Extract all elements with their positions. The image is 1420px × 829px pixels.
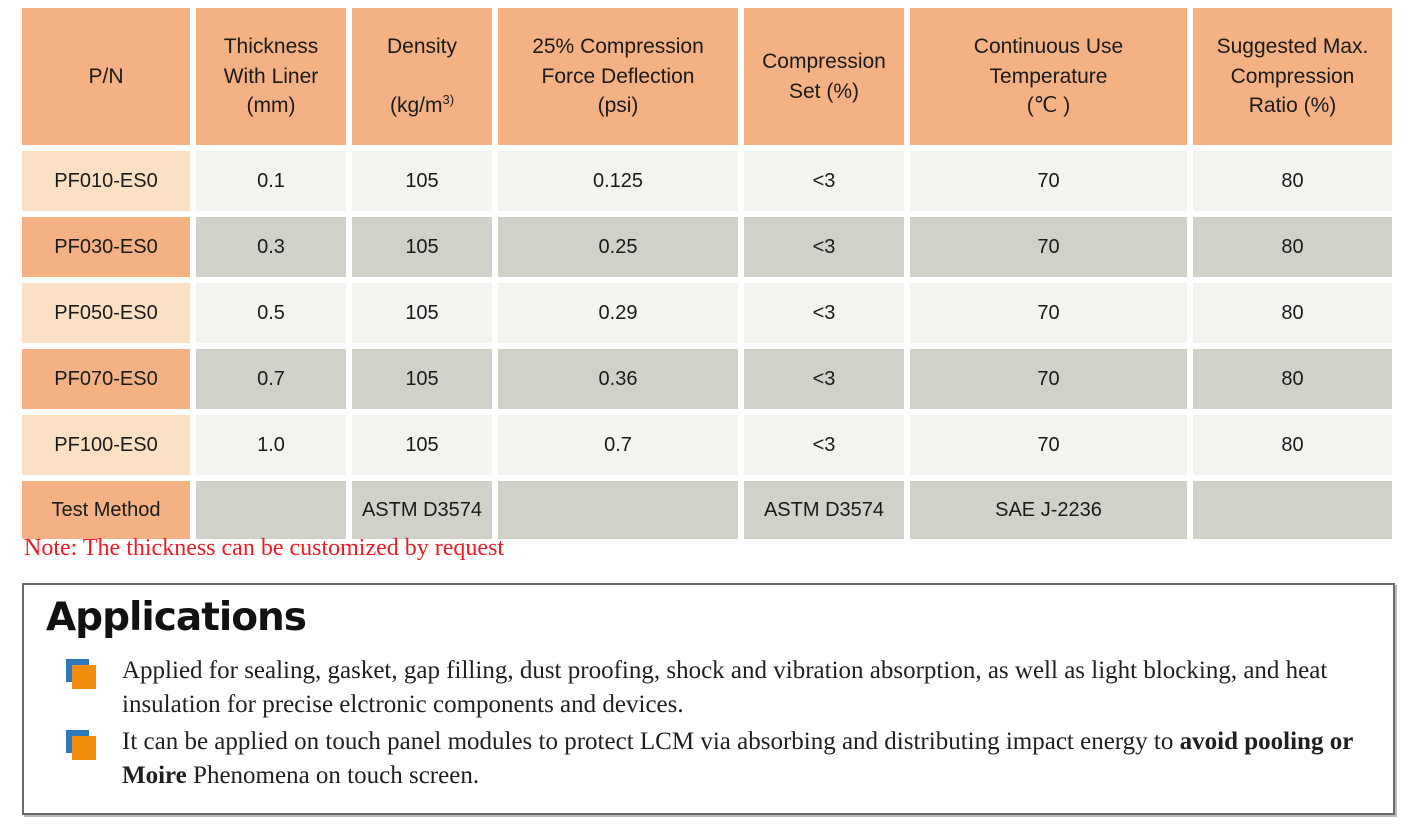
- table-cell: 0.3: [196, 217, 346, 277]
- table-cell: [1193, 481, 1392, 539]
- row-label: PF050-ES0: [22, 283, 190, 343]
- header-ratio: Suggested Max. Compression Ratio (%): [1193, 8, 1392, 145]
- table-cell: 0.29: [498, 283, 738, 343]
- table-cell: 80: [1193, 415, 1392, 475]
- table-cell: SAE J-2236: [910, 481, 1187, 539]
- header-pn: P/N: [22, 8, 190, 145]
- table-cell: <3: [744, 349, 904, 409]
- table-cell: 1.0: [196, 415, 346, 475]
- density-superscript: 3): [442, 92, 455, 108]
- table-cell: 105: [352, 283, 492, 343]
- note-text: Note: The thickness can be customized by…: [24, 535, 505, 561]
- table-cell: 80: [1193, 217, 1392, 277]
- table-cell: <3: [744, 217, 904, 277]
- header-cfd: 25% Compression Force Deflection (psi): [498, 8, 738, 145]
- table-cell: 0.5: [196, 283, 346, 343]
- applications-section: Applications Applied for sealing, gasket…: [22, 583, 1395, 815]
- orange-square-bullet-icon: [66, 659, 98, 691]
- table-cell: 0.36: [498, 349, 738, 409]
- table-cell: 80: [1193, 349, 1392, 409]
- table-cell: 105: [352, 217, 492, 277]
- table-cell: 80: [1193, 283, 1392, 343]
- test-method-label: Test Method: [22, 481, 190, 539]
- bullet-text: Applied for sealing, gasket, gap filling…: [122, 657, 1328, 718]
- row-label: PF010-ES0: [22, 151, 190, 211]
- table-cell: 105: [352, 415, 492, 475]
- table-cell: 70: [910, 283, 1187, 343]
- orange-square-bullet-icon: [66, 730, 98, 762]
- list-item: It can be applied on touch panel modules…: [66, 725, 1377, 792]
- table-cell: 0.125: [498, 151, 738, 211]
- bullet-orange-square: [72, 736, 96, 760]
- table-cell: 0.1: [196, 151, 346, 211]
- applications-title: Applications: [46, 595, 307, 640]
- table-cell: 105: [352, 151, 492, 211]
- table-cell: 70: [910, 349, 1187, 409]
- table-cell: 0.7: [498, 415, 738, 475]
- table-cell: 0.7: [196, 349, 346, 409]
- spec-table: P/N Thickness With Liner (mm) Density (k…: [22, 8, 1392, 539]
- table-cell: ASTM D3574: [352, 481, 492, 539]
- row-label: PF100-ES0: [22, 415, 190, 475]
- header-density-line1: Density: [386, 34, 458, 58]
- bullet-text: It can be applied on touch panel modules…: [122, 728, 1353, 789]
- table-cell: <3: [744, 415, 904, 475]
- applications-list: Applied for sealing, gasket, gap filling…: [46, 654, 1377, 792]
- table-cell: ASTM D3574: [744, 481, 904, 539]
- header-set: Compression Set (%): [744, 8, 904, 145]
- row-label: PF070-ES0: [22, 349, 190, 409]
- table-cell: [498, 481, 738, 539]
- table-cell: <3: [744, 283, 904, 343]
- header-thickness: Thickness With Liner (mm): [196, 8, 346, 145]
- row-label: PF030-ES0: [22, 217, 190, 277]
- header-density: Density (kg/m3): [352, 8, 492, 145]
- table-cell: 70: [910, 415, 1187, 475]
- table-cell: <3: [744, 151, 904, 211]
- table-cell: 80: [1193, 151, 1392, 211]
- bullet-orange-square: [72, 665, 96, 689]
- table-cell: 70: [910, 151, 1187, 211]
- table-cell: [196, 481, 346, 539]
- table-cell: 105: [352, 349, 492, 409]
- header-temp: Continuous Use Temperature (℃ ): [910, 8, 1187, 145]
- list-item: Applied for sealing, gasket, gap filling…: [66, 654, 1377, 721]
- table-cell: 0.25: [498, 217, 738, 277]
- table-cell: 70: [910, 217, 1187, 277]
- header-density-line2: (kg/m3): [389, 92, 455, 118]
